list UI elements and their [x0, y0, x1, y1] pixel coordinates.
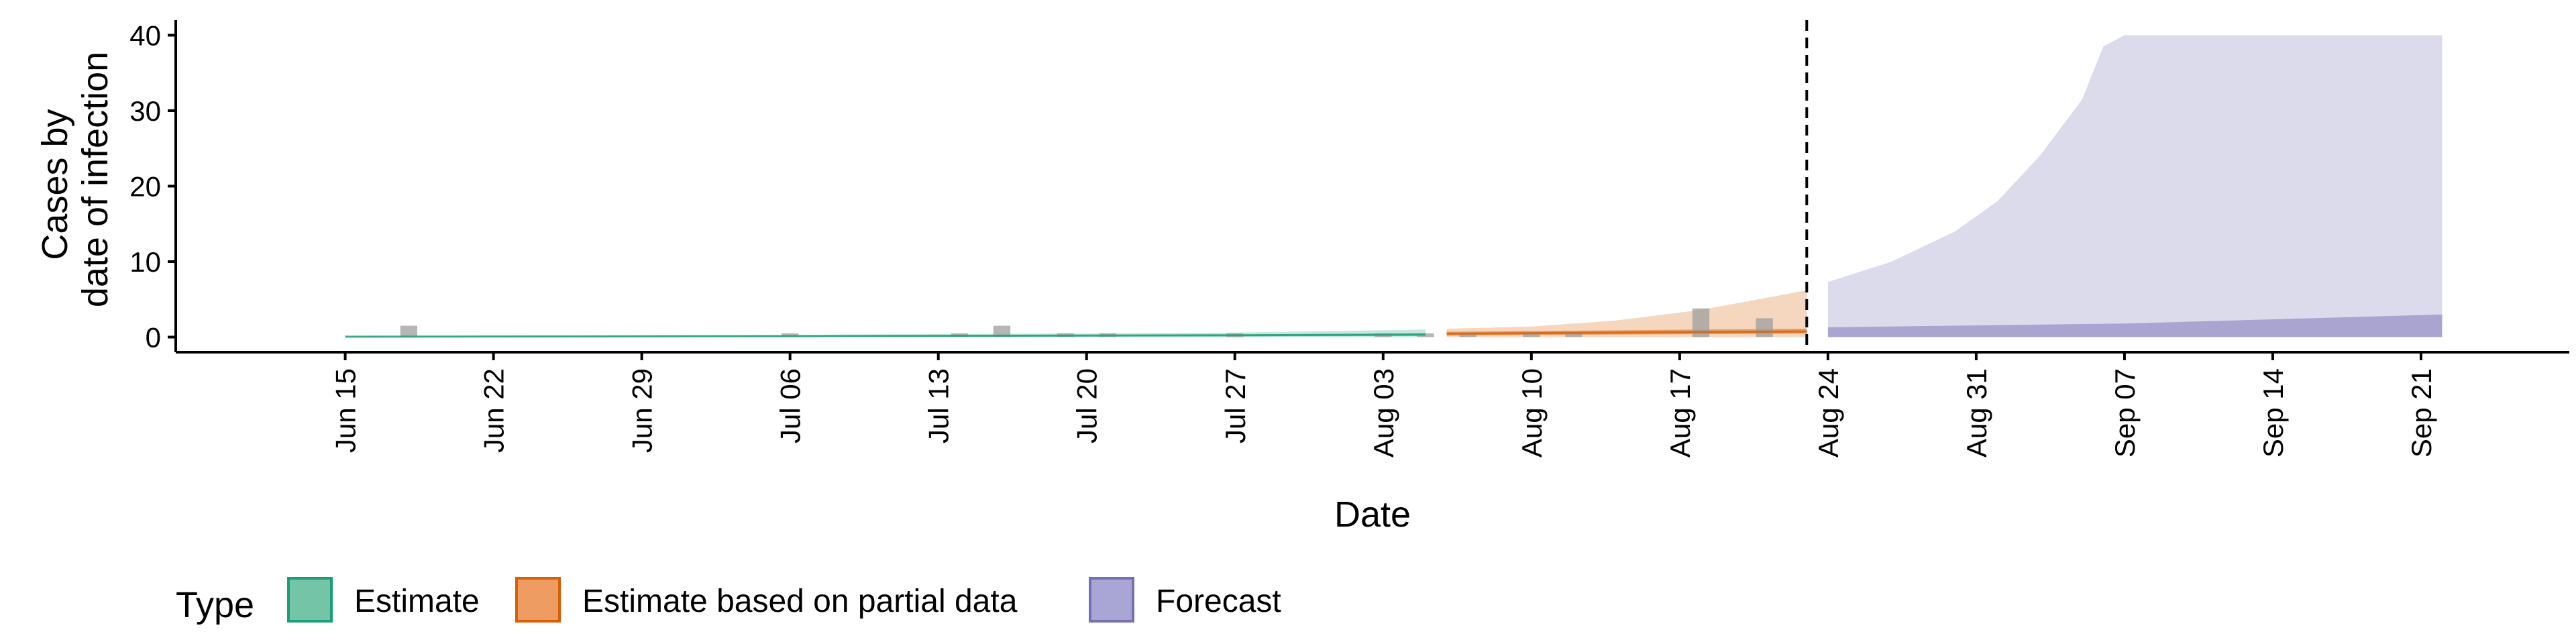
y-tick-label: 40 [129, 20, 161, 52]
y-axis-title: Cases by date of infection [35, 52, 115, 307]
ribbon-layer [345, 35, 2443, 337]
ribbon-inner-2 [1827, 314, 2443, 337]
legend-key-2 [1089, 577, 1134, 623]
ribbon-outer-1 [1446, 290, 1807, 337]
x-tick-label: Jun 22 [478, 368, 510, 453]
legend-title: Type [176, 585, 254, 625]
x-axis-ticks: Jun 15 Jun 22 Jun 29 Jul 06 Jul 13 Jul 20 Jul … [330, 352, 2437, 458]
observed-case-bar [1565, 333, 1582, 337]
ribbon-outer-2 [1827, 35, 2443, 337]
x-tick-label: Jul 27 [1220, 368, 1251, 443]
y-axis-title-line-2: date of infection [75, 52, 115, 307]
observed-case-bar [1523, 333, 1540, 337]
x-tick-label: Jun 29 [627, 368, 658, 453]
y-axis-title-line-1: Cases by [35, 109, 75, 260]
median-line-1 [1446, 330, 1807, 335]
x-tick-label: Jun 15 [330, 368, 362, 453]
x-tick-label: Aug 31 [1961, 368, 1992, 458]
observed-case-bar [1417, 333, 1434, 337]
y-axis-ticks: 0 10 20 30 40 [129, 20, 176, 354]
x-tick-label: Sep 14 [2257, 368, 2289, 458]
median-line-0 [345, 333, 1426, 338]
y-tick-label: 10 [129, 246, 161, 278]
legend-key-1 [515, 577, 561, 623]
x-tick-label: Aug 03 [1368, 368, 1399, 458]
x-axis-title: Date [1334, 494, 1411, 535]
y-tick-label: 0 [146, 322, 161, 354]
x-tick-label: Sep 21 [2406, 368, 2437, 458]
observed-case-bar [400, 325, 417, 337]
x-tick-label: Jul 20 [1071, 368, 1103, 443]
legend-key-0 [287, 577, 333, 623]
x-tick-label: Aug 10 [1516, 368, 1548, 458]
observed-case-bar [1459, 333, 1477, 337]
observed-case-bar [1756, 318, 1773, 337]
legend: Type Estimate Estimate based on partial d… [176, 577, 1281, 625]
y-tick-label: 30 [129, 95, 161, 127]
x-tick-label: Aug 24 [1813, 368, 1844, 458]
x-tick-label: Jul 06 [775, 368, 806, 443]
x-tick-label: Aug 17 [1664, 368, 1696, 458]
observed-case-bar [993, 325, 1011, 337]
median-layer [345, 330, 1807, 338]
legend-label-0: Estimate [354, 584, 480, 619]
legend-label-1: Estimate based on partial data [582, 584, 1018, 619]
y-tick-label: 20 [129, 171, 161, 203]
x-tick-label: Jul 13 [923, 368, 955, 443]
legend-label-2: Forecast [1156, 584, 1281, 619]
x-tick-label: Sep 07 [2109, 368, 2141, 458]
